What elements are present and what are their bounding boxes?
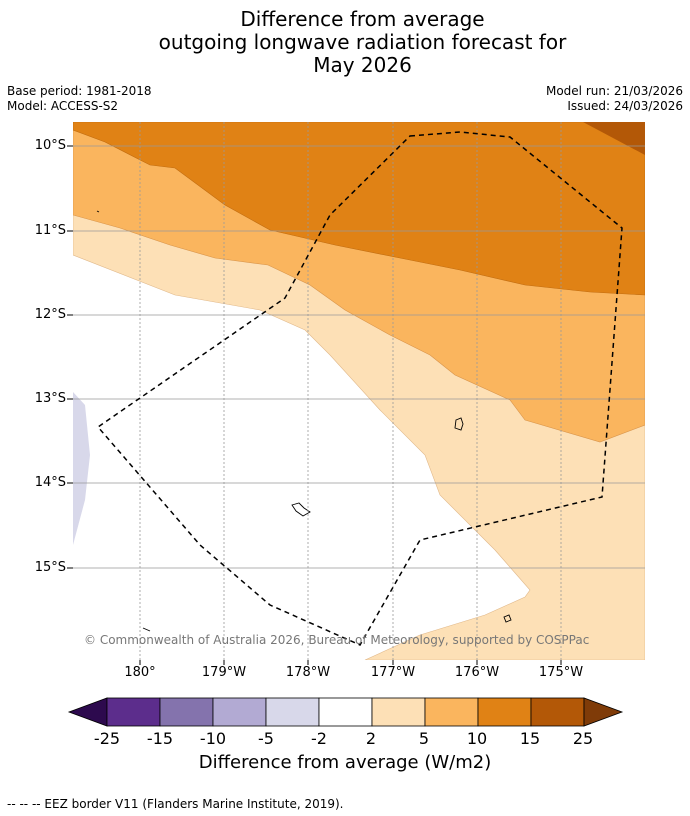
model-run: Model run: 21/03/2026 [545,84,683,98]
island-outline [96,210,100,213]
chart-title: Difference from average outgoing longwav… [0,8,690,77]
island-outline [503,614,512,623]
issued-date: Issued: 24/03/2026 [567,99,683,113]
eez-legend-note: -- -- -- EEZ border V11 (Flanders Marine… [7,797,344,811]
colorbar-tick-label: -25 [93,729,121,748]
colorbar-tick-label: -10 [199,729,227,748]
colorbar-tick-label: 10 [466,729,488,748]
lat-label: 11°S [34,223,66,238]
lat-label: 14°S [34,475,66,490]
base-period: Base period: 1981-2018 [7,84,152,98]
lon-label: 177°W [370,665,416,680]
lon-label: 179°W [201,665,247,680]
colorbar-segment [318,697,373,727]
meta-left: Base period: 1981-2018 Model: ACCESS-S2 [7,84,152,114]
colorbar [67,697,624,727]
colorbar-segment [477,697,532,727]
colorbar-segment [371,697,426,727]
island-outline [142,627,151,632]
map-area [73,122,645,660]
model-name: Model: ACCESS-S2 [7,99,119,113]
colorbar-extension-high [583,697,624,727]
island-outline [291,502,311,517]
lat-label: 15°S [34,560,66,575]
lat-label: 10°S [34,138,66,153]
graticule [73,122,645,660]
colorbar-segment [530,697,585,727]
colorbar-extension-low [67,697,108,727]
title-line-1: Difference from average [240,7,485,31]
island-outline [454,417,464,431]
lon-label: 176°W [454,665,500,680]
island-outlines [96,210,512,632]
copyright-notice: © Commonwealth of Australia 2026, Bureau… [84,633,590,647]
eez-border [96,131,623,646]
contour-10-15 [73,122,645,296]
colorbar-segment [424,697,479,727]
colorbar-tick-label: -2 [311,729,327,748]
colorbar-tick-label: 2 [365,729,377,748]
lon-label: 175°W [538,665,584,680]
colorbar-segment [212,697,267,727]
meta-right: Model run: 21/03/2026 Issued: 24/03/2026 [546,84,683,114]
lat-label: 13°S [34,391,66,406]
colorbar-tick-label: 25 [572,729,594,748]
colorbar-title: Difference from average (W/m2) [198,752,492,773]
axis-ticks [67,145,562,665]
colorbar-segment [265,697,320,727]
contour-15-25 [583,122,645,155]
colorbar-tick-label: 5 [418,729,430,748]
lon-label: 178°W [285,665,331,680]
lon-label: 180° [124,665,156,680]
colorbar-tick-label: -15 [146,729,174,748]
colorbar-tick-label: -5 [258,729,274,748]
lat-label: 12°S [34,307,66,322]
title-line-3: May 2026 [313,53,412,77]
colorbar-segment [159,697,214,727]
contour-neg-2-5 [73,392,90,545]
colorbar-segment [106,697,161,727]
colorbar-tick-label: 15 [519,729,541,748]
title-line-2: outgoing longwave radiation forecast for [158,30,567,54]
